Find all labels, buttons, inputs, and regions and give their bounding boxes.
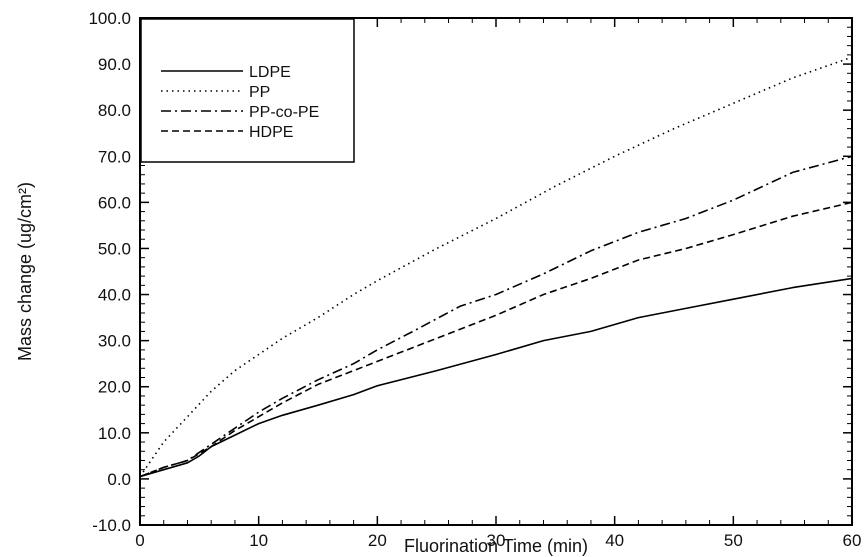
y-axis-title: Mass change (ug/cm²) xyxy=(15,182,35,361)
y-tick-label: 20.0 xyxy=(98,378,131,397)
legend: LDPE PP PP-co-PE HDPE xyxy=(140,18,355,163)
x-axis-title: Fluorination Time (min) xyxy=(404,536,588,556)
legend-label-pp: PP xyxy=(249,84,270,101)
x-tick-label: 60 xyxy=(843,531,862,550)
x-tick-label: 30 xyxy=(487,531,506,550)
x-tick-label: 0 xyxy=(135,531,144,550)
legend-box xyxy=(140,18,355,163)
y-tick-label: 30.0 xyxy=(98,332,131,351)
y-tick-label: 10.0 xyxy=(98,424,131,443)
y-axis-ticks: -10.0 0.0 10.0 20.0 30.0 40.0 50.0 60.0 70.0 80.0… xyxy=(88,9,852,535)
legend-label-pp-co-pe: PP-co-PE xyxy=(249,104,319,121)
x-tick-label: 40 xyxy=(605,531,624,550)
y-tick-label: 40.0 xyxy=(98,286,131,305)
y-tick-label: 80.0 xyxy=(98,101,131,120)
legend-label-hdpe: HDPE xyxy=(249,124,293,141)
y-tick-label: 60.0 xyxy=(98,193,131,212)
series-line-pp xyxy=(139,56,853,478)
y-tick-label: 70.0 xyxy=(98,147,131,166)
x-tick-label: 10 xyxy=(249,531,268,550)
series-line-hdpe xyxy=(139,201,853,478)
series-line-pp-co-pe xyxy=(139,155,853,478)
y-tick-label: 0.0 xyxy=(107,470,131,489)
x-tick-label: 20 xyxy=(368,531,387,550)
y-tick-label: 50.0 xyxy=(98,239,131,258)
plot-area-frame xyxy=(139,17,853,526)
y-tick-label: 100.0 xyxy=(88,9,131,28)
y-tick-label: 90.0 xyxy=(98,55,131,74)
x-tick-label: 50 xyxy=(724,531,743,550)
series-layer xyxy=(139,56,853,478)
y-tick-label: -10.0 xyxy=(92,516,131,535)
series-line-ldpe xyxy=(139,277,853,478)
legend-label-ldpe: LDPE xyxy=(249,64,291,81)
